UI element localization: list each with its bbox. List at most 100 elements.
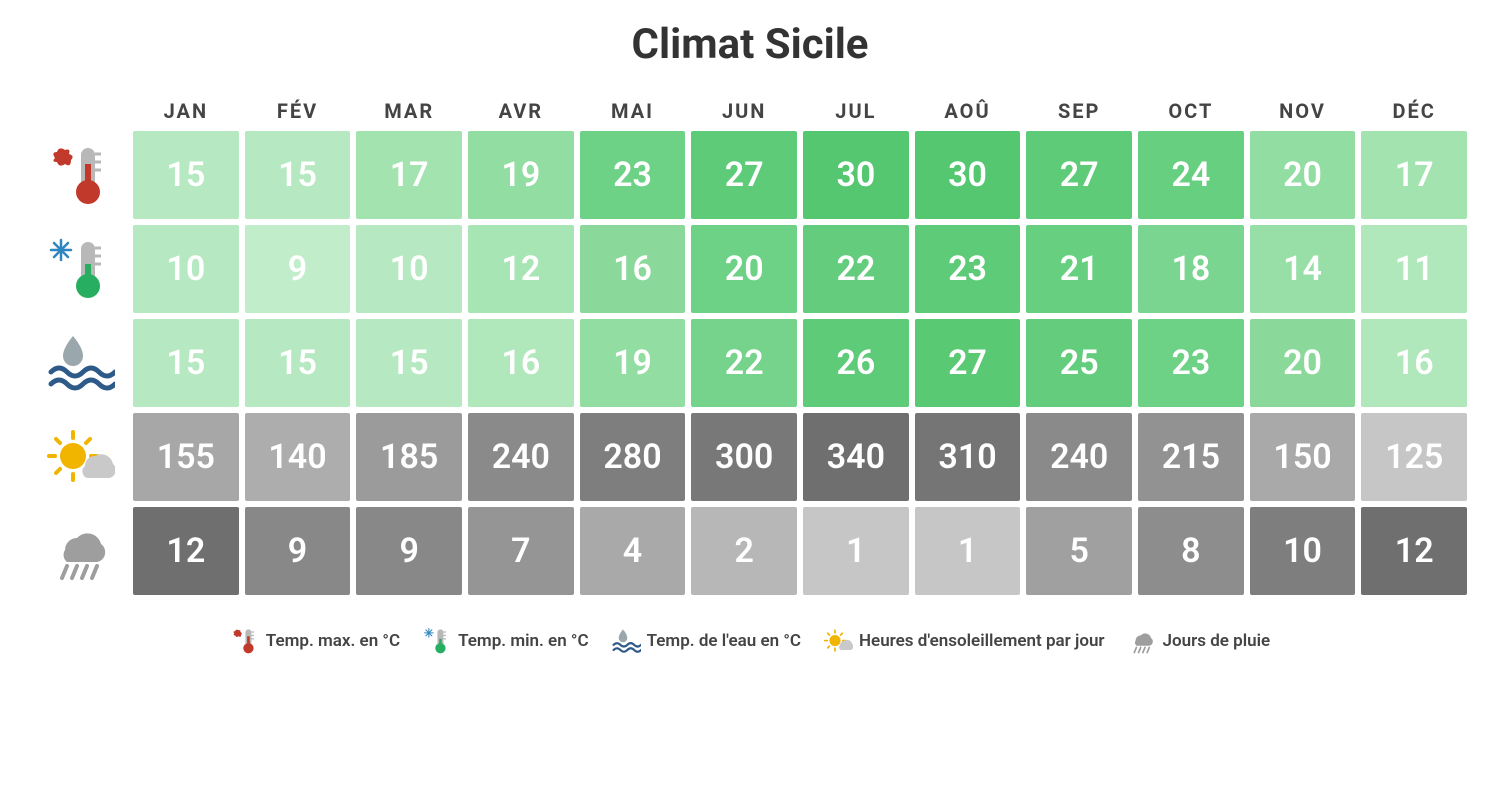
legend-label: Jours de pluie	[1163, 631, 1271, 651]
data-cell: 15	[245, 131, 351, 219]
month-label: OCT	[1135, 99, 1247, 123]
data-cell: 280	[580, 413, 686, 501]
data-cell: 24	[1138, 131, 1244, 219]
data-cell: 20	[1250, 131, 1356, 219]
data-cell: 140	[245, 413, 351, 501]
month-label: JAN	[130, 99, 242, 123]
data-cell: 22	[691, 319, 797, 407]
thermo-cold-icon	[30, 225, 130, 313]
sun-cloud-icon	[823, 626, 853, 656]
legend-item-rain-days: Jours de pluie	[1127, 626, 1271, 656]
data-cell: 10	[356, 225, 462, 313]
data-cell: 26	[803, 319, 909, 407]
data-cell: 12	[1361, 507, 1467, 595]
month-label: JUL	[800, 99, 912, 123]
data-cell: 7	[468, 507, 574, 595]
month-label: MAR	[353, 99, 465, 123]
data-cell: 1	[803, 507, 909, 595]
month-label: SEP	[1023, 99, 1135, 123]
data-cell: 16	[1361, 319, 1467, 407]
legend-label: Temp. min. en °C	[458, 631, 589, 651]
thermo-hot-icon	[30, 131, 130, 219]
data-cell: 4	[580, 507, 686, 595]
legend-item-temp-max: Temp. max. en °C	[230, 626, 400, 656]
row-rain-days: 129974211581012	[30, 507, 1470, 595]
data-cell: 14	[1250, 225, 1356, 313]
data-cell: 310	[915, 413, 1021, 501]
data-cell: 12	[133, 507, 239, 595]
data-cell: 10	[1250, 507, 1356, 595]
data-cell: 9	[245, 225, 351, 313]
data-cell: 23	[1138, 319, 1244, 407]
thermo-cold-icon	[422, 626, 452, 656]
month-label: JUN	[688, 99, 800, 123]
month-label: AVR	[465, 99, 577, 123]
legend-item-water-temp: Temp. de l'eau en °C	[611, 626, 801, 656]
rain-cloud-icon	[1127, 626, 1157, 656]
data-cell: 30	[803, 131, 909, 219]
legend: Temp. max. en °C Temp. min. en °C Temp. …	[30, 626, 1470, 656]
data-cell: 17	[1361, 131, 1467, 219]
data-cell: 23	[580, 131, 686, 219]
data-cell: 27	[915, 319, 1021, 407]
row-temp-min: 10910121620222321181411	[30, 225, 1470, 313]
row-water-temp: 151515161922262725232016	[30, 319, 1470, 407]
data-cell: 19	[580, 319, 686, 407]
data-cell: 155	[133, 413, 239, 501]
page-title: Climat Sicile	[30, 20, 1470, 69]
data-cell: 2	[691, 507, 797, 595]
data-cell: 125	[1361, 413, 1467, 501]
data-cell: 22	[803, 225, 909, 313]
thermo-hot-icon	[230, 626, 260, 656]
data-cell: 185	[356, 413, 462, 501]
month-label: MAI	[577, 99, 689, 123]
data-cell: 25	[1026, 319, 1132, 407]
data-cell: 9	[356, 507, 462, 595]
legend-label: Heures d'ensoleillement par jour	[859, 631, 1105, 651]
data-cell: 20	[1250, 319, 1356, 407]
sun-cloud-icon	[30, 413, 130, 501]
legend-label: Temp. de l'eau en °C	[647, 631, 801, 651]
data-cell: 15	[133, 131, 239, 219]
data-cell: 21	[1026, 225, 1132, 313]
data-cell: 300	[691, 413, 797, 501]
data-cell: 1	[915, 507, 1021, 595]
data-cell: 16	[580, 225, 686, 313]
data-cell: 240	[468, 413, 574, 501]
data-cell: 240	[1026, 413, 1132, 501]
rain-cloud-icon	[30, 507, 130, 595]
row-temp-max: 151517192327303027242017	[30, 131, 1470, 219]
data-cell: 27	[1026, 131, 1132, 219]
data-cell: 18	[1138, 225, 1244, 313]
data-cell: 23	[915, 225, 1021, 313]
data-cell: 30	[915, 131, 1021, 219]
data-cell: 340	[803, 413, 909, 501]
data-cell: 27	[691, 131, 797, 219]
data-cell: 19	[468, 131, 574, 219]
data-cell: 15	[245, 319, 351, 407]
data-cell: 5	[1026, 507, 1132, 595]
climate-table: JANFÉVMARAVRMAIJUNJULAOÛSEPOCTNOVDÉC 151…	[30, 99, 1470, 601]
data-cell: 12	[468, 225, 574, 313]
data-cell: 10	[133, 225, 239, 313]
legend-item-temp-min: Temp. min. en °C	[422, 626, 589, 656]
legend-label: Temp. max. en °C	[266, 631, 400, 651]
data-cell: 16	[468, 319, 574, 407]
data-cell: 11	[1361, 225, 1467, 313]
data-cell: 8	[1138, 507, 1244, 595]
row-sunshine: 155140185240280300340310240215150125	[30, 413, 1470, 501]
month-label: FÉV	[242, 99, 354, 123]
data-cell: 20	[691, 225, 797, 313]
month-label: AOÛ	[912, 99, 1024, 123]
waves-icon	[611, 626, 641, 656]
month-label: DÉC	[1358, 99, 1470, 123]
data-cell: 9	[245, 507, 351, 595]
data-cell: 15	[356, 319, 462, 407]
data-cell: 215	[1138, 413, 1244, 501]
legend-item-sunshine: Heures d'ensoleillement par jour	[823, 626, 1105, 656]
data-cell: 17	[356, 131, 462, 219]
header-spacer	[30, 99, 130, 123]
data-cell: 150	[1250, 413, 1356, 501]
month-label: NOV	[1247, 99, 1359, 123]
waves-icon	[30, 319, 130, 407]
